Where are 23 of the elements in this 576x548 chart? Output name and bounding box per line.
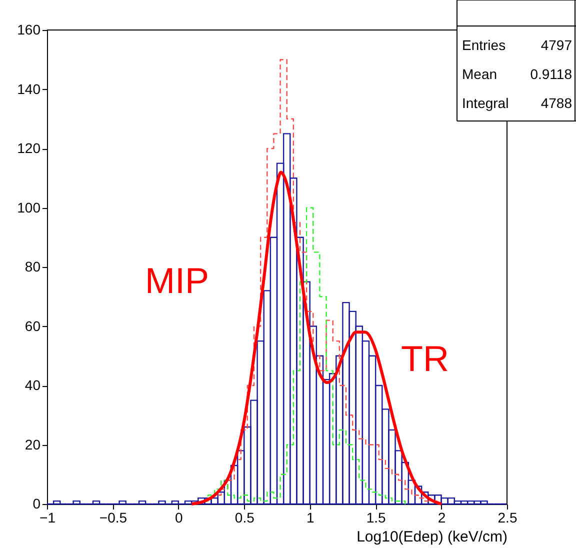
y-tick-label: 20 [24, 436, 41, 452]
y-tick-label: 120 [17, 140, 41, 156]
x-tick-label: 0 [175, 510, 184, 526]
x-tick-label: 2 [438, 510, 446, 526]
y-tick-label: 0 [32, 496, 41, 512]
x-tick-label: −0.5 [99, 510, 128, 526]
x-tick-label: −1 [40, 510, 56, 526]
y-tick-label: 80 [24, 258, 41, 274]
x-axis-title: Log10(Edep) (keV/cm) [356, 528, 508, 546]
x-tick-label: 1 [306, 510, 314, 526]
text: Entries 4797 [462, 37, 572, 53]
x-tick-label: 1.5 [366, 510, 386, 526]
annotation: TR [401, 338, 449, 379]
text: Integral 4788 [462, 95, 572, 111]
annotation: MIP [144, 260, 210, 301]
y-tick-label: 160 [17, 22, 41, 38]
y-tick-label: 40 [24, 377, 41, 393]
y-tick-label: 100 [17, 199, 41, 216]
x-tick-label: 2.5 [498, 510, 518, 526]
x-tick-label: 0.5 [234, 510, 255, 526]
text: Mean 0.9118 [462, 66, 572, 82]
y-tick-label: 140 [17, 80, 41, 97]
y-tick-label: 60 [24, 318, 41, 334]
